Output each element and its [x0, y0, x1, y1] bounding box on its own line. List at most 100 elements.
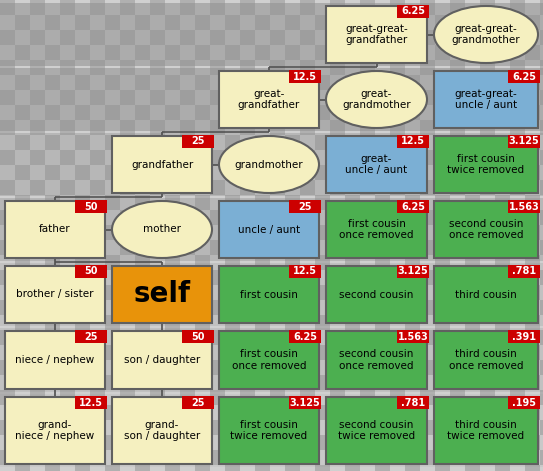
Bar	[15, 450, 30, 465]
Bar	[345, 105, 360, 120]
Bar	[195, 210, 210, 225]
Bar	[345, 330, 360, 345]
Bar	[360, 450, 375, 465]
Bar	[420, 195, 435, 210]
Bar	[270, 450, 285, 465]
Bar	[525, 285, 540, 300]
Bar	[15, 420, 30, 435]
Bar	[0, 255, 15, 270]
Bar	[510, 15, 525, 30]
Bar	[285, 315, 300, 330]
Bar	[210, 195, 225, 210]
Bar	[495, 450, 510, 465]
Bar	[465, 465, 480, 471]
Text: .391: .391	[512, 332, 536, 341]
Bar	[105, 330, 120, 345]
Bar	[510, 300, 525, 315]
Bar	[465, 330, 480, 345]
Bar	[397, 135, 429, 148]
Bar	[120, 315, 135, 330]
Bar	[0, 210, 15, 225]
Bar	[75, 240, 90, 255]
Bar	[225, 75, 240, 90]
Bar	[345, 180, 360, 195]
Bar	[0, 465, 15, 471]
Bar	[300, 45, 315, 60]
Bar	[165, 330, 180, 345]
Bar	[405, 75, 420, 90]
Bar	[495, 375, 510, 390]
Bar	[540, 120, 543, 135]
Bar	[15, 45, 30, 60]
Bar	[390, 120, 405, 135]
Bar	[435, 120, 450, 135]
Bar	[270, 390, 285, 405]
Bar	[300, 75, 315, 90]
Bar	[450, 180, 465, 195]
Bar	[105, 405, 120, 420]
Bar	[240, 240, 255, 255]
Bar	[30, 255, 45, 270]
Bar	[434, 266, 538, 323]
Bar	[195, 330, 210, 345]
Bar	[435, 255, 450, 270]
Bar	[112, 266, 212, 323]
Bar	[330, 450, 345, 465]
Bar	[210, 150, 225, 165]
Bar	[375, 435, 390, 450]
Text: 50: 50	[191, 332, 205, 341]
Bar	[435, 165, 450, 180]
Bar	[300, 180, 315, 195]
Bar	[540, 375, 543, 390]
Bar	[540, 390, 543, 405]
Bar	[240, 345, 255, 360]
Bar	[105, 150, 120, 165]
Bar	[45, 465, 60, 471]
Bar	[315, 45, 330, 60]
Bar	[165, 375, 180, 390]
Bar	[285, 30, 300, 45]
Bar	[45, 285, 60, 300]
Bar	[135, 330, 150, 345]
Bar	[525, 435, 540, 450]
Bar	[219, 71, 319, 128]
Bar	[75, 15, 90, 30]
Bar	[345, 360, 360, 375]
Bar	[270, 15, 285, 30]
Bar	[225, 120, 240, 135]
Bar	[5, 201, 105, 258]
Bar	[120, 285, 135, 300]
Bar	[150, 105, 165, 120]
Text: 1.563: 1.563	[509, 202, 539, 211]
Bar	[375, 210, 390, 225]
Bar	[240, 465, 255, 471]
Bar	[540, 60, 543, 75]
Bar	[240, 435, 255, 450]
Bar	[315, 270, 330, 285]
Bar	[270, 120, 285, 135]
Bar	[240, 390, 255, 405]
Bar	[60, 150, 75, 165]
Bar	[435, 15, 450, 30]
Bar	[210, 105, 225, 120]
Bar	[165, 255, 180, 270]
Bar	[495, 30, 510, 45]
Bar	[180, 60, 195, 75]
Bar	[289, 200, 321, 213]
Bar	[75, 195, 90, 210]
Bar	[45, 0, 60, 15]
Bar	[150, 180, 165, 195]
Bar	[435, 150, 450, 165]
Bar	[30, 435, 45, 450]
Bar	[435, 300, 450, 315]
Bar	[405, 420, 420, 435]
Bar	[219, 331, 319, 389]
Bar	[15, 330, 30, 345]
Bar	[135, 210, 150, 225]
Bar	[150, 390, 165, 405]
Bar	[540, 180, 543, 195]
Bar	[345, 270, 360, 285]
Text: third cousin: third cousin	[455, 290, 517, 300]
Bar	[30, 285, 45, 300]
Bar	[330, 15, 345, 30]
